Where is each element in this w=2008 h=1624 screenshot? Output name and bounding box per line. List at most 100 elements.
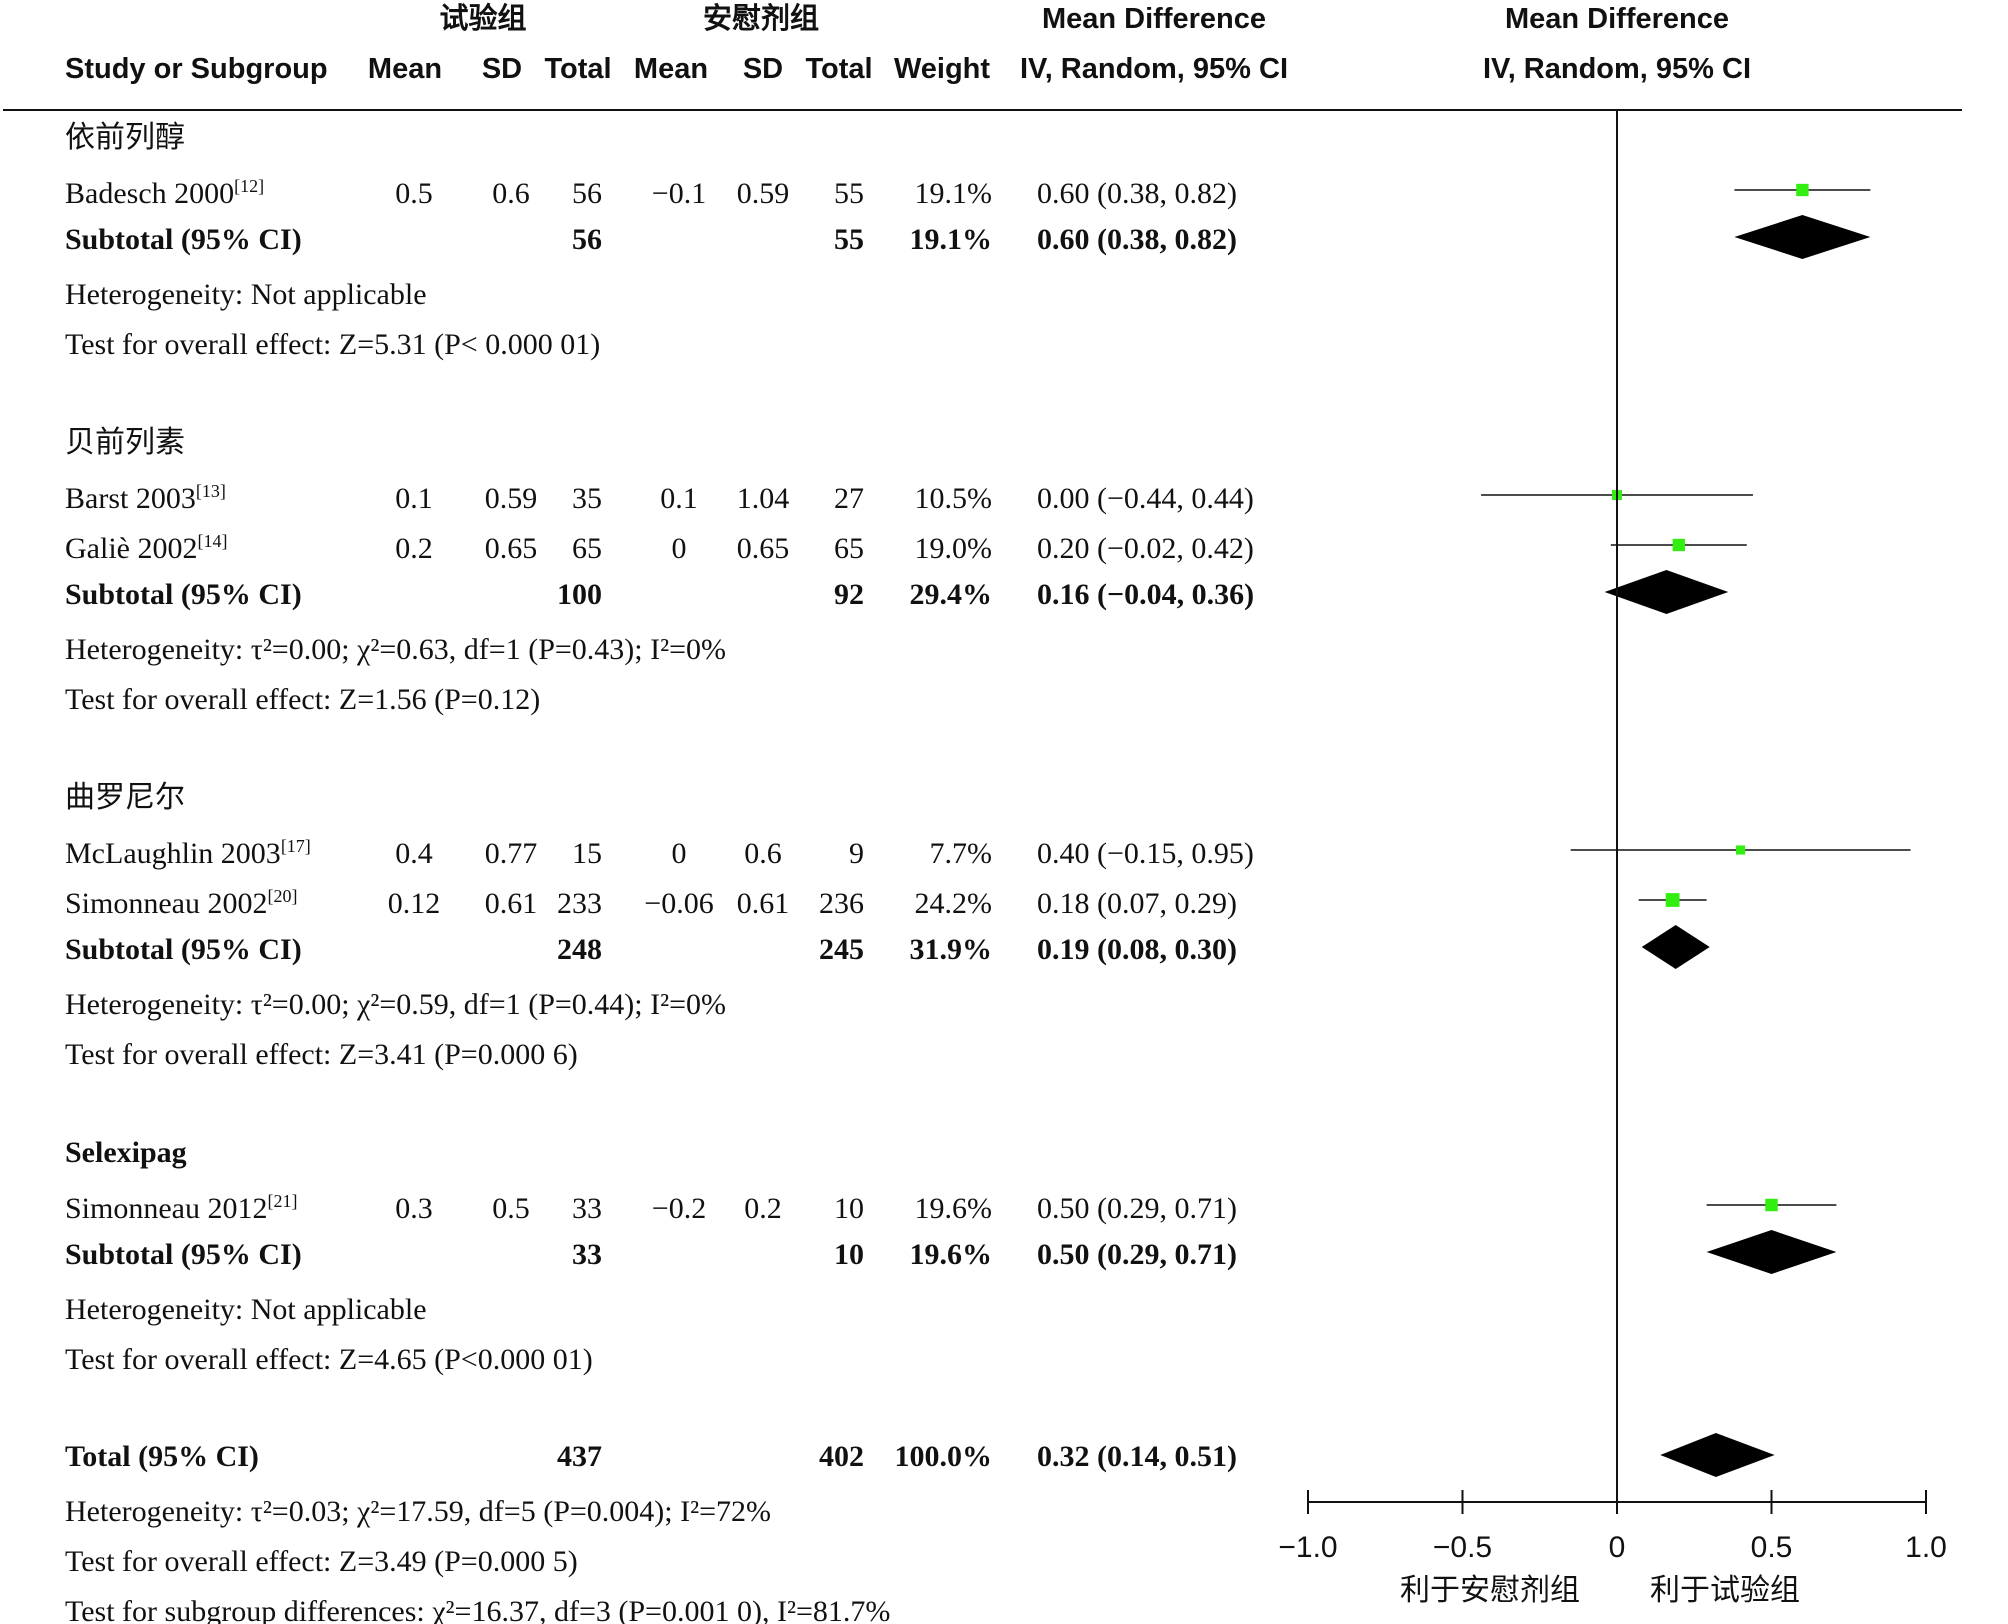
ctrl-sd-value: 0.2 (744, 1192, 782, 1225)
heterogeneity-text: Heterogeneity: Not applicable (65, 1293, 427, 1326)
exp-mean-value: 0.4 (395, 837, 433, 870)
exp-sd-value: 0.65 (485, 532, 538, 565)
group-title: Selexipag (65, 1136, 187, 1169)
subtotal-exp-total: 100 (557, 578, 602, 611)
x-tick-label: −1.0 (1278, 1531, 1337, 1564)
subtotal-ctrl-total: 92 (834, 578, 864, 611)
effect-marker (1736, 845, 1746, 855)
group-header-placebo: 安慰剂组 (703, 1, 819, 35)
ci-value: 0.00 (−0.44, 0.44) (1037, 482, 1254, 515)
overall-effect-text: Test for overall effect: Z=3.41 (P=0.000… (65, 1038, 578, 1071)
ctrl-total-value: 10 (834, 1192, 864, 1225)
exp-total-value: 35 (572, 482, 602, 515)
col-study-header: Study or Subgroup (65, 53, 328, 85)
group-title: 贝前列素 (65, 425, 185, 460)
exp-mean-value: 0.1 (395, 482, 433, 515)
exp-total-value: 233 (557, 887, 602, 920)
ctrl-mean-value: 0 (672, 532, 687, 565)
ctrl-sd-value: 0.6 (744, 837, 782, 870)
x-tick-label: 0.5 (1751, 1531, 1793, 1564)
subtotal-label: Subtotal (95% CI) (65, 223, 302, 256)
ci-value: 0.50 (0.29, 0.71) (1037, 1192, 1237, 1225)
total-exp-total: 437 (557, 1440, 602, 1473)
subtotal-weight: 19.1% (910, 223, 993, 256)
x-tick-label: 0 (1609, 1531, 1626, 1564)
exp-mean-value: 0.5 (395, 177, 433, 210)
exp-total-value: 15 (572, 837, 602, 870)
subtotal-ci: 0.50 (0.29, 0.71) (1037, 1238, 1237, 1271)
subtotal-weight: 29.4% (910, 578, 993, 611)
subtotal-exp-total: 248 (557, 933, 602, 966)
exp-sd-value: 0.6 (492, 177, 530, 210)
subtotal-ctrl-total: 55 (834, 223, 864, 256)
effect-marker (1796, 183, 1809, 197)
total-weight: 100.0% (895, 1440, 993, 1473)
exp-sd-value: 0.5 (492, 1192, 530, 1225)
md-header-top: Mean Difference (1042, 3, 1266, 35)
col-ctrl-total-header: Total (805, 53, 872, 85)
subtotal-ci: 0.19 (0.08, 0.30) (1037, 933, 1237, 966)
effect-marker (1672, 538, 1685, 552)
ctrl-mean-value: 0 (672, 837, 687, 870)
subtotal-weight: 19.6% (910, 1238, 993, 1271)
col-ctrl-sd-header: SD (743, 53, 783, 85)
col-exp-total-header: Total (544, 53, 611, 85)
subtotal-label: Subtotal (95% CI) (65, 933, 302, 966)
x-tick-label: 1.0 (1905, 1531, 1947, 1564)
ci-value: 0.40 (−0.15, 0.95) (1037, 837, 1254, 870)
exp-sd-value: 0.77 (485, 837, 538, 870)
total-diamond (1660, 1433, 1775, 1477)
ctrl-mean-value: −0.2 (652, 1192, 706, 1225)
ci-value: 0.18 (0.07, 0.29) (1037, 887, 1237, 920)
weight-value: 24.2% (915, 887, 993, 920)
study-name: McLaughlin 2003[17] (65, 836, 311, 870)
weight-value: 7.7% (930, 837, 993, 870)
total-overall-effect-text: Test for overall effect: Z=3.49 (P=0.000… (65, 1545, 578, 1578)
study-name: Simonneau 2012[21] (65, 1191, 298, 1225)
heterogeneity-text: Heterogeneity: τ²=0.00; χ²=0.59, df=1 (P… (65, 988, 726, 1021)
exp-mean-value: 0.3 (395, 1192, 433, 1225)
ctrl-total-value: 55 (834, 177, 864, 210)
overall-effect-text: Test for overall effect: Z=4.65 (P<0.000… (65, 1343, 593, 1376)
plot-area: −1.0 −0.5 0 0.5 1.0 (1278, 110, 1947, 1564)
exp-mean-value: 0.2 (395, 532, 433, 565)
effect-marker (1665, 893, 1680, 907)
study-name: Simonneau 2002[20] (65, 886, 298, 920)
subtotal-diamond (1604, 570, 1729, 614)
ci-value: 0.20 (−0.02, 0.42) (1037, 532, 1254, 565)
study-name: Galiè 2002[14] (65, 531, 227, 565)
subtotal-ctrl-total: 10 (834, 1238, 864, 1271)
col-exp-sd-header: SD (482, 53, 522, 85)
subtotal-label: Subtotal (95% CI) (65, 578, 302, 611)
favours-placebo-label: 利于安慰剂组 (1400, 1573, 1580, 1608)
ctrl-total-value: 236 (819, 887, 864, 920)
exp-sd-value: 0.61 (485, 887, 538, 920)
subtotal-diamond (1734, 215, 1871, 259)
x-tick-label: −0.5 (1433, 1531, 1492, 1564)
total-ctrl-total: 402 (819, 1440, 864, 1473)
col-weight-header: Weight (894, 53, 990, 85)
weight-value: 19.6% (915, 1192, 993, 1225)
ctrl-total-value: 27 (834, 482, 864, 515)
total-label: Total (95% CI) (65, 1440, 259, 1473)
ctrl-sd-value: 0.65 (737, 532, 790, 565)
ctrl-total-value: 9 (849, 837, 864, 870)
favours-experimental-label: 利于试验组 (1650, 1573, 1800, 1608)
weight-value: 19.1% (915, 177, 993, 210)
total-ci: 0.32 (0.14, 0.51) (1037, 1440, 1237, 1473)
heterogeneity-text: Heterogeneity: τ²=0.00; χ²=0.63, df=1 (P… (65, 633, 726, 666)
subtotal-label: Subtotal (95% CI) (65, 1238, 302, 1271)
overall-effect-text: Test for overall effect: Z=5.31 (P< 0.00… (65, 328, 600, 361)
group-header-experimental: 试验组 (439, 1, 526, 35)
total-heterogeneity-text: Heterogeneity: τ²=0.03; χ²=17.59, df=5 (… (65, 1495, 771, 1528)
ctrl-total-value: 65 (834, 532, 864, 565)
group-title: 依前列醇 (65, 120, 185, 155)
overall-effect-text: Test for overall effect: Z=1.56 (P=0.12) (65, 683, 540, 716)
exp-total-value: 56 (572, 177, 602, 210)
exp-sd-value: 0.59 (485, 482, 538, 515)
group-title: 曲罗尼尔 (65, 780, 185, 815)
weight-value: 10.5% (915, 482, 993, 515)
heterogeneity-text: Heterogeneity: Not applicable (65, 278, 427, 311)
col-exp-mean-header: Mean (368, 53, 442, 85)
